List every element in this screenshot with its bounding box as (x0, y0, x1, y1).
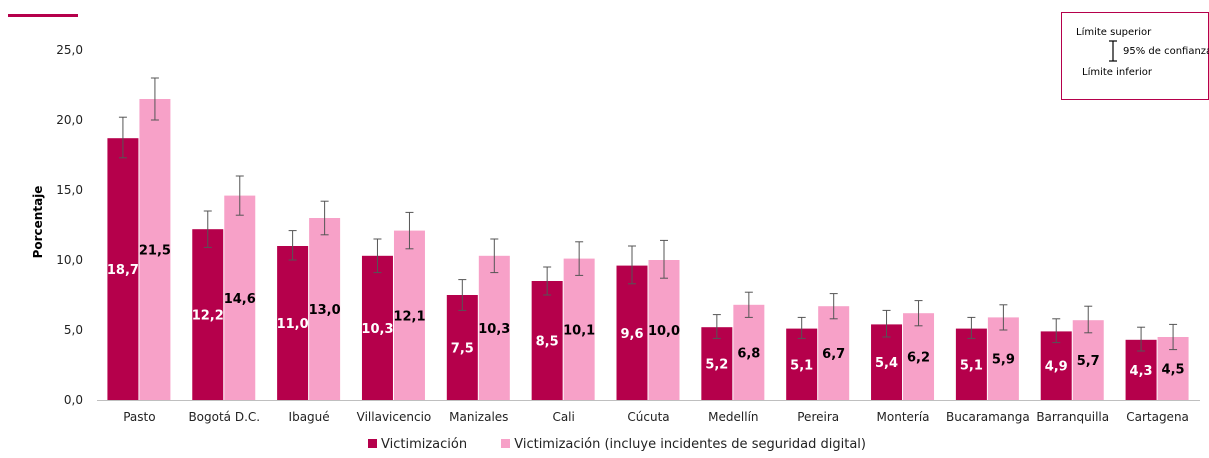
data-label: 10,3 (361, 322, 393, 337)
x-tick-label: Cartagena (1126, 410, 1189, 424)
bar (478, 255, 510, 400)
bar (107, 138, 139, 400)
bar (987, 317, 1019, 400)
ci-lower-label: Límite inferior (1082, 67, 1153, 78)
data-label: 9,6 (620, 327, 643, 342)
data-label: 10,1 (563, 323, 595, 338)
bar (648, 260, 680, 400)
x-tick-label: Cúcuta (627, 410, 669, 424)
x-tick-label: Montería (877, 410, 930, 424)
legend-item-victimizacion: Victimización (368, 437, 467, 452)
x-tick-label: Barranquilla (1036, 410, 1109, 424)
bar (393, 230, 425, 400)
bar (531, 281, 563, 400)
bar (903, 313, 935, 400)
y-axis-label: Porcentaje (31, 185, 45, 259)
bar (563, 258, 595, 400)
legend-label: Victimización (incluye incidentes de seg… (514, 437, 866, 452)
data-label: 12,2 (192, 309, 224, 324)
bar (701, 327, 733, 400)
x-tick-label: Bogotá D.C. (188, 410, 260, 424)
data-label: 6,7 (822, 347, 845, 362)
bar (446, 295, 478, 400)
bar (139, 99, 171, 400)
data-label: 5,9 (992, 353, 1015, 368)
bar (1072, 320, 1104, 400)
x-tick-label: Cali (552, 410, 574, 424)
legend-swatch (501, 439, 511, 448)
x-tick-label: Villavicencio (357, 410, 432, 424)
data-label: 14,6 (224, 292, 256, 307)
data-label: 4,3 (1130, 364, 1153, 379)
bar (277, 246, 309, 400)
data-label: 12,1 (393, 309, 425, 324)
data-label: 4,5 (1162, 363, 1185, 378)
data-label: 13,0 (309, 303, 341, 318)
data-label: 7,5 (451, 342, 474, 357)
data-label: 10,3 (478, 322, 510, 337)
data-label: 8,5 (536, 335, 559, 350)
data-label: 6,8 (737, 346, 760, 361)
bar (361, 255, 393, 400)
ci-legend-whisker-icon (1109, 40, 1117, 62)
bar (818, 306, 850, 400)
confidence-interval-legend: Límite superior 95% de confianza Límite … (1061, 12, 1209, 100)
ci-interval-label: 95% de confianza (1123, 46, 1209, 57)
bar (192, 229, 224, 400)
data-label: 11,0 (277, 317, 309, 332)
x-tick-label: Medellín (708, 410, 758, 424)
legend-item-victimizacion-digital: Victimización (incluye incidentes de seg… (501, 437, 866, 452)
data-label: 5,1 (960, 358, 983, 373)
data-label: 4,9 (1045, 360, 1068, 375)
x-tick-label: Pasto (123, 410, 155, 424)
data-label: 5,4 (875, 356, 898, 371)
bar (309, 218, 341, 400)
bar (616, 265, 648, 400)
bar (786, 328, 818, 400)
y-tick-label: 20,0 (56, 113, 83, 127)
legend-swatch (368, 439, 377, 448)
data-label: 5,2 (705, 358, 728, 373)
data-label: 5,7 (1077, 354, 1100, 369)
ci-upper-label: Límite superior (1076, 27, 1152, 38)
data-label: 18,7 (107, 263, 139, 278)
data-label: 21,5 (139, 244, 171, 259)
x-tick-label: Pereira (797, 410, 839, 424)
bar (224, 195, 256, 400)
y-tick-label: 25,0 (56, 43, 83, 57)
y-tick-label: 15,0 (56, 183, 83, 197)
y-tick-label: 10,0 (56, 253, 83, 267)
data-label: 5,1 (790, 358, 813, 373)
x-tick-label: Bucaramanga (946, 410, 1030, 424)
bar (955, 328, 987, 400)
accent-line (8, 14, 78, 17)
data-label: 10,0 (648, 324, 680, 339)
series-legend: Victimización Victimización (incluye inc… (368, 437, 896, 452)
legend-label: Victimización (381, 437, 468, 452)
y-tick-label: 5,0 (64, 323, 83, 337)
x-tick-label: Manizales (449, 410, 508, 424)
y-tick-label: 0,0 (64, 393, 83, 407)
x-tick-label: Ibagué (289, 410, 330, 424)
bar (733, 304, 765, 400)
data-label: 6,2 (907, 351, 930, 366)
